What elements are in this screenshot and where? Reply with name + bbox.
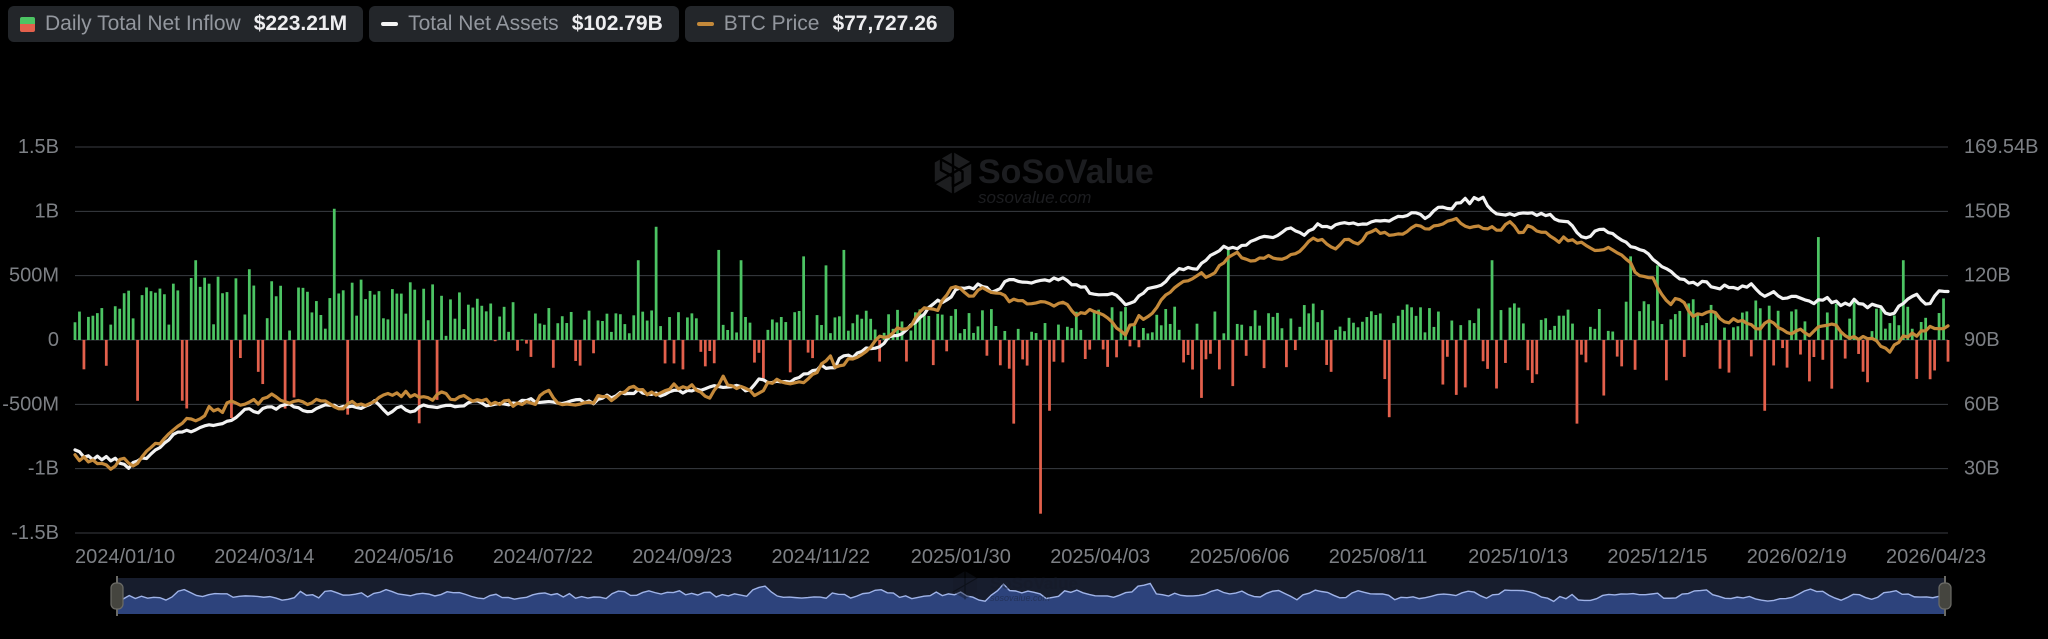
svg-text:2024/09/23: 2024/09/23 [632,546,732,568]
svg-text:SoSoValue: SoSoValue [990,574,1078,593]
svg-text:2025/01/30: 2025/01/30 [911,546,1011,568]
svg-text:0: 0 [48,329,59,351]
svg-text:2026/04/23: 2026/04/23 [1886,546,1986,568]
svg-text:2024/11/22: 2024/11/22 [772,546,871,568]
svg-text:2024/01/10: 2024/01/10 [75,546,175,568]
svg-text:2025/10/13: 2025/10/13 [1468,546,1568,568]
svg-text:-1.5B: -1.5B [11,522,59,544]
svg-text:2026/02/19: 2026/02/19 [1747,546,1847,568]
svg-text:sosovalue.com: sosovalue.com [990,593,1051,603]
svg-text:120B: 120B [1964,265,2011,287]
svg-text:2025/06/06: 2025/06/06 [1190,546,1290,568]
svg-text:-500M: -500M [2,393,59,415]
svg-text:2024/05/16: 2024/05/16 [354,546,454,568]
svg-text:150B: 150B [1964,200,2011,222]
svg-text:1B: 1B [35,200,59,222]
svg-text:2025/12/15: 2025/12/15 [1607,546,1707,568]
svg-text:sosovalue.com: sosovalue.com [978,188,1091,207]
svg-text:90B: 90B [1964,329,2000,351]
svg-text:30B: 30B [1964,458,2000,480]
svg-text:-1B: -1B [28,458,59,480]
svg-text:2024/03/14: 2024/03/14 [214,546,314,568]
svg-text:2025/08/11: 2025/08/11 [1329,546,1428,568]
svg-text:169.54B: 169.54B [1964,136,2039,158]
svg-text:2024/07/22: 2024/07/22 [493,546,593,568]
svg-text:1.5B: 1.5B [18,136,59,158]
svg-text:2025/04/03: 2025/04/03 [1050,546,1150,568]
svg-text:60B: 60B [1964,393,2000,415]
svg-text:500M: 500M [9,265,59,287]
svg-text:SoSoValue: SoSoValue [978,153,1154,191]
